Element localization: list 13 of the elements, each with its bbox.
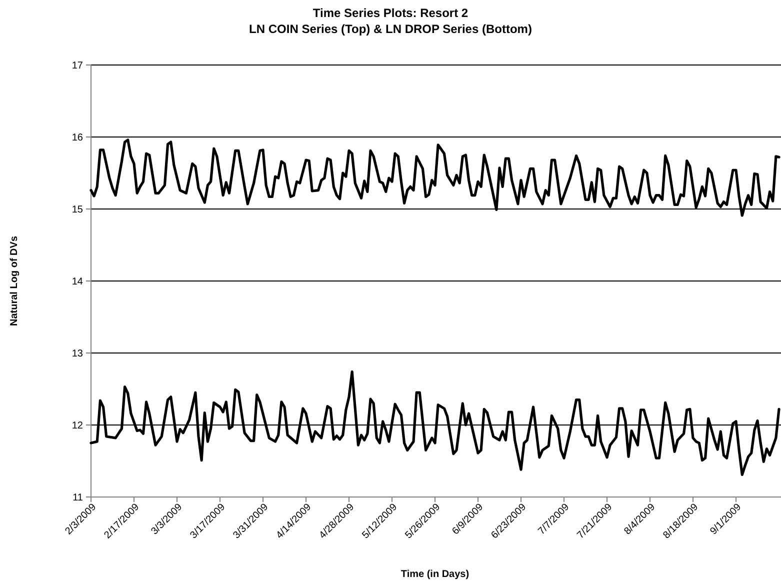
y-tick-label: 17 — [72, 60, 84, 72]
y-tick-label: 14 — [72, 276, 84, 288]
line-series — [90, 138, 780, 217]
y-tick-label: 15 — [72, 204, 84, 216]
y-tick-label: 16 — [72, 132, 84, 144]
y-axis-title: Natural Log of DVs — [9, 236, 20, 326]
y-tick-label: 13 — [72, 348, 84, 360]
line-series — [90, 370, 780, 476]
chart-subtitle: LN COIN Series (Top) & LN DROP Series (Bottom) — [249, 22, 532, 36]
y-tick-label: 11 — [72, 492, 84, 504]
y-tick-label: 12 — [72, 420, 84, 432]
x-axis-title: Time (in Days) — [400, 569, 470, 580]
chart-title: Time Series Plots: Resort 2 — [312, 6, 468, 20]
